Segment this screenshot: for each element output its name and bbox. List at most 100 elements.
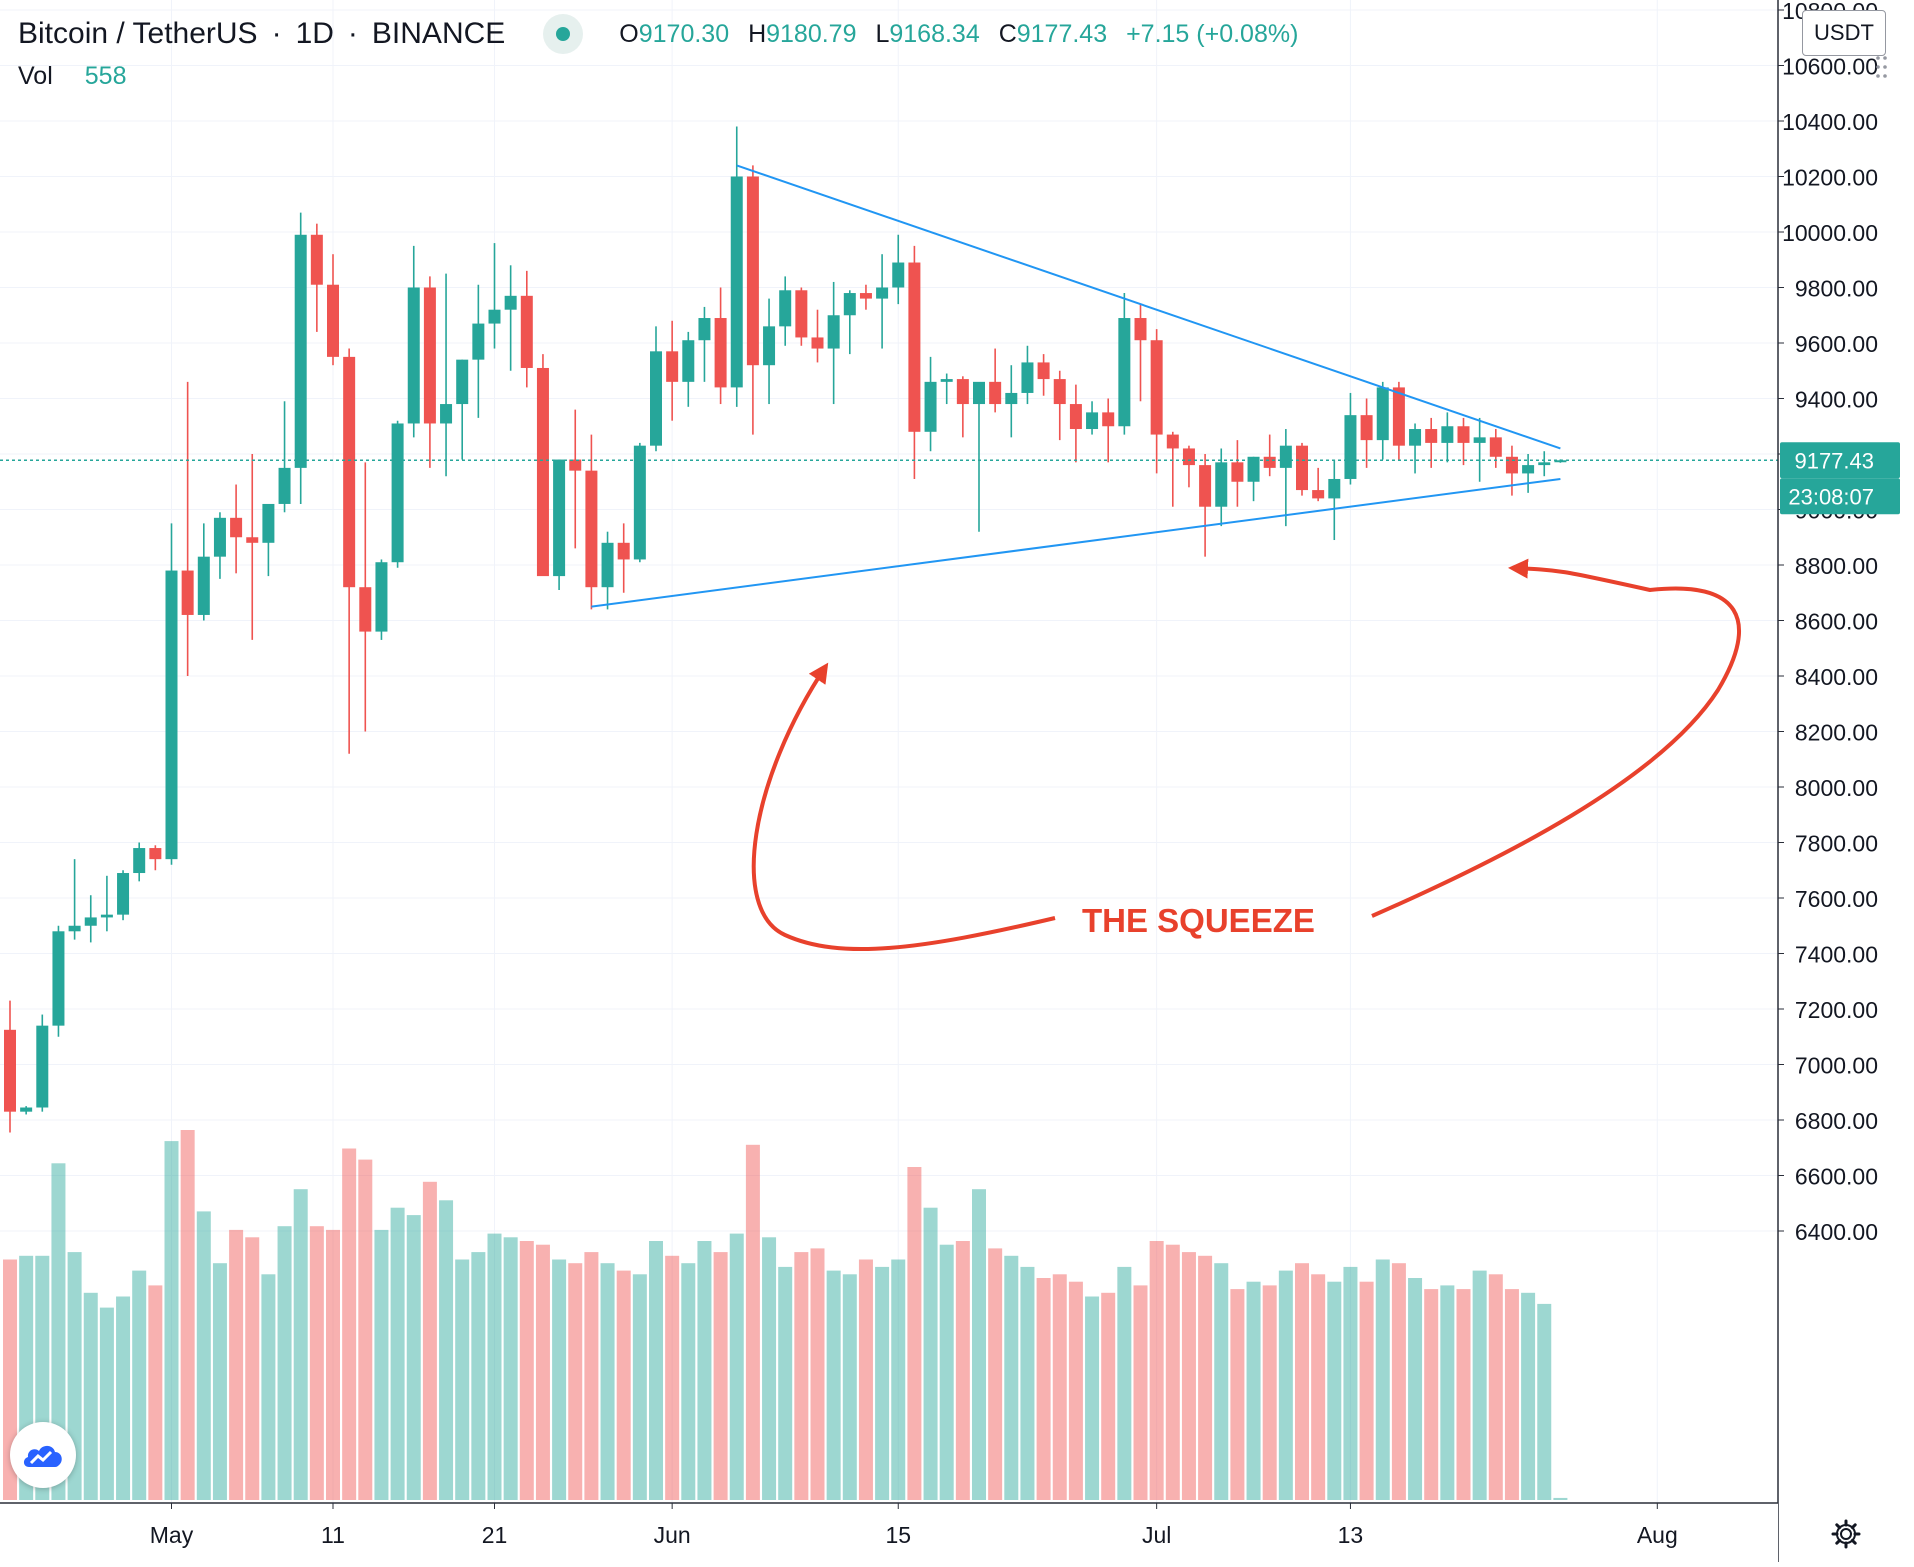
interval-label[interactable]: 1D: [295, 17, 334, 50]
candle[interactable]: [359, 462, 372, 732]
candle[interactable]: [456, 359, 469, 460]
candle[interactable]: [1231, 440, 1244, 507]
candle[interactable]: [1505, 445, 1518, 496]
currency-selector[interactable]: USDT: [1802, 10, 1886, 56]
candle[interactable]: [811, 309, 824, 363]
candle[interactable]: [617, 523, 630, 593]
candle[interactable]: [1102, 398, 1115, 463]
candle[interactable]: [1199, 454, 1212, 557]
candle[interactable]: [4, 1000, 16, 1133]
candle[interactable]: [1086, 401, 1099, 435]
candle[interactable]: [666, 320, 679, 421]
trendline-lower[interactable]: [591, 477, 1561, 608]
candle[interactable]: [133, 842, 146, 882]
candle[interactable]: [1457, 417, 1470, 466]
candle[interactable]: [407, 245, 420, 438]
candle[interactable]: [1425, 417, 1438, 468]
candle[interactable]: [327, 254, 339, 366]
candle[interactable]: [149, 845, 162, 871]
candle[interactable]: [633, 442, 646, 563]
volume-label[interactable]: Vol: [18, 62, 53, 90]
candle[interactable]: [52, 925, 65, 1037]
candle[interactable]: [213, 512, 226, 579]
candle[interactable]: [20, 1106, 33, 1115]
candle[interactable]: [1263, 434, 1276, 477]
candle[interactable]: [84, 895, 97, 943]
candle[interactable]: [1021, 345, 1034, 405]
candle[interactable]: [520, 270, 533, 388]
candle[interactable]: [956, 376, 969, 438]
candle[interactable]: [440, 273, 453, 477]
candle[interactable]: [375, 559, 388, 640]
candle[interactable]: [117, 870, 130, 921]
candle[interactable]: [714, 287, 727, 405]
candle[interactable]: [504, 265, 517, 371]
candle[interactable]: [310, 223, 323, 332]
candle[interactable]: [36, 1014, 49, 1112]
candle[interactable]: [68, 859, 81, 940]
candle[interactable]: [973, 381, 985, 532]
candle[interactable]: [682, 331, 695, 407]
candle[interactable]: [1150, 329, 1163, 474]
candle[interactable]: [230, 484, 243, 574]
candle[interactable]: [1312, 467, 1325, 502]
candle[interactable]: [1037, 354, 1050, 396]
candle[interactable]: [1328, 459, 1341, 541]
candle[interactable]: [1409, 423, 1422, 474]
candle[interactable]: [698, 306, 711, 382]
candle[interactable]: [940, 373, 953, 405]
candle[interactable]: [1344, 392, 1357, 485]
candle[interactable]: [262, 503, 275, 577]
candle[interactable]: [1215, 448, 1228, 527]
candle[interactable]: [1376, 381, 1389, 460]
trendline-upper[interactable]: [736, 164, 1561, 450]
candle[interactable]: [876, 254, 889, 349]
candle[interactable]: [1360, 398, 1373, 468]
candle[interactable]: [795, 287, 808, 346]
candle[interactable]: [924, 356, 937, 452]
candle[interactable]: [391, 420, 404, 568]
candle[interactable]: [246, 454, 259, 640]
candle[interactable]: [730, 126, 743, 407]
candle[interactable]: [989, 348, 1002, 413]
candle[interactable]: [1134, 304, 1147, 402]
candle[interactable]: [343, 348, 356, 754]
candle[interactable]: [585, 434, 598, 610]
candle[interactable]: [1392, 381, 1405, 460]
candle[interactable]: [423, 276, 436, 468]
candle[interactable]: [294, 212, 307, 504]
candle[interactable]: [908, 245, 921, 479]
candle[interactable]: [472, 284, 485, 418]
candle[interactable]: [1489, 429, 1502, 468]
candle[interactable]: [278, 401, 291, 513]
candle[interactable]: [650, 326, 662, 452]
candle[interactable]: [1538, 451, 1551, 477]
candle[interactable]: [569, 409, 582, 549]
tradingview-cloud-icon[interactable]: [10, 1422, 76, 1488]
candle[interactable]: [1247, 456, 1260, 502]
candle[interactable]: [1182, 445, 1195, 488]
candle[interactable]: [1473, 417, 1486, 482]
candle[interactable]: [1118, 293, 1131, 435]
candle[interactable]: [779, 276, 792, 346]
candle[interactable]: [197, 523, 210, 621]
candle[interactable]: [1069, 384, 1082, 463]
candle[interactable]: [1005, 365, 1018, 438]
candle[interactable]: [1522, 454, 1535, 493]
symbol-name[interactable]: Bitcoin / TetherUS: [18, 17, 258, 50]
candle[interactable]: [165, 523, 178, 865]
candle[interactable]: [1441, 412, 1454, 463]
candle[interactable]: [763, 298, 776, 405]
candle[interactable]: [601, 531, 614, 610]
candle[interactable]: [843, 290, 856, 355]
candle[interactable]: [1279, 429, 1292, 527]
candle[interactable]: [181, 381, 194, 676]
candle[interactable]: [1053, 370, 1066, 441]
candle[interactable]: [100, 875, 113, 932]
scale-drag-handle[interactable]: [1876, 56, 1887, 78]
candle[interactable]: [488, 243, 501, 349]
candle[interactable]: [536, 354, 549, 577]
gear-icon[interactable]: [1826, 1514, 1866, 1554]
